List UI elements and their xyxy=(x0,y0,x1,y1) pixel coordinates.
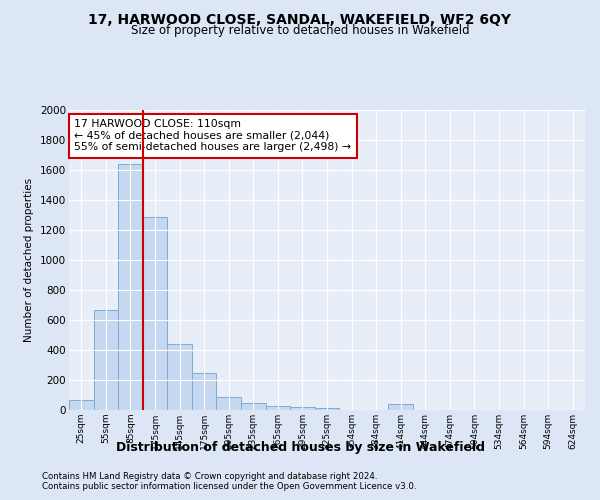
Text: 17 HARWOOD CLOSE: 110sqm
← 45% of detached houses are smaller (2,044)
55% of sem: 17 HARWOOD CLOSE: 110sqm ← 45% of detach… xyxy=(74,119,351,152)
Bar xyxy=(167,344,192,410)
Y-axis label: Number of detached properties: Number of detached properties xyxy=(25,178,34,342)
Text: Contains HM Land Registry data © Crown copyright and database right 2024.: Contains HM Land Registry data © Crown c… xyxy=(42,472,377,481)
Text: Size of property relative to detached houses in Wakefield: Size of property relative to detached ho… xyxy=(131,24,469,37)
Bar xyxy=(192,372,217,410)
Text: Contains public sector information licensed under the Open Government Licence v3: Contains public sector information licen… xyxy=(42,482,416,491)
Bar xyxy=(118,164,143,410)
Text: Distribution of detached houses by size in Wakefield: Distribution of detached houses by size … xyxy=(115,441,485,454)
Bar xyxy=(290,407,315,410)
Bar xyxy=(94,310,118,410)
Bar xyxy=(69,400,94,410)
Bar xyxy=(241,402,266,410)
Bar xyxy=(315,408,339,410)
Bar xyxy=(143,216,167,410)
Bar xyxy=(217,396,241,410)
Bar xyxy=(388,404,413,410)
Text: 17, HARWOOD CLOSE, SANDAL, WAKEFIELD, WF2 6QY: 17, HARWOOD CLOSE, SANDAL, WAKEFIELD, WF… xyxy=(89,12,511,26)
Bar xyxy=(266,406,290,410)
